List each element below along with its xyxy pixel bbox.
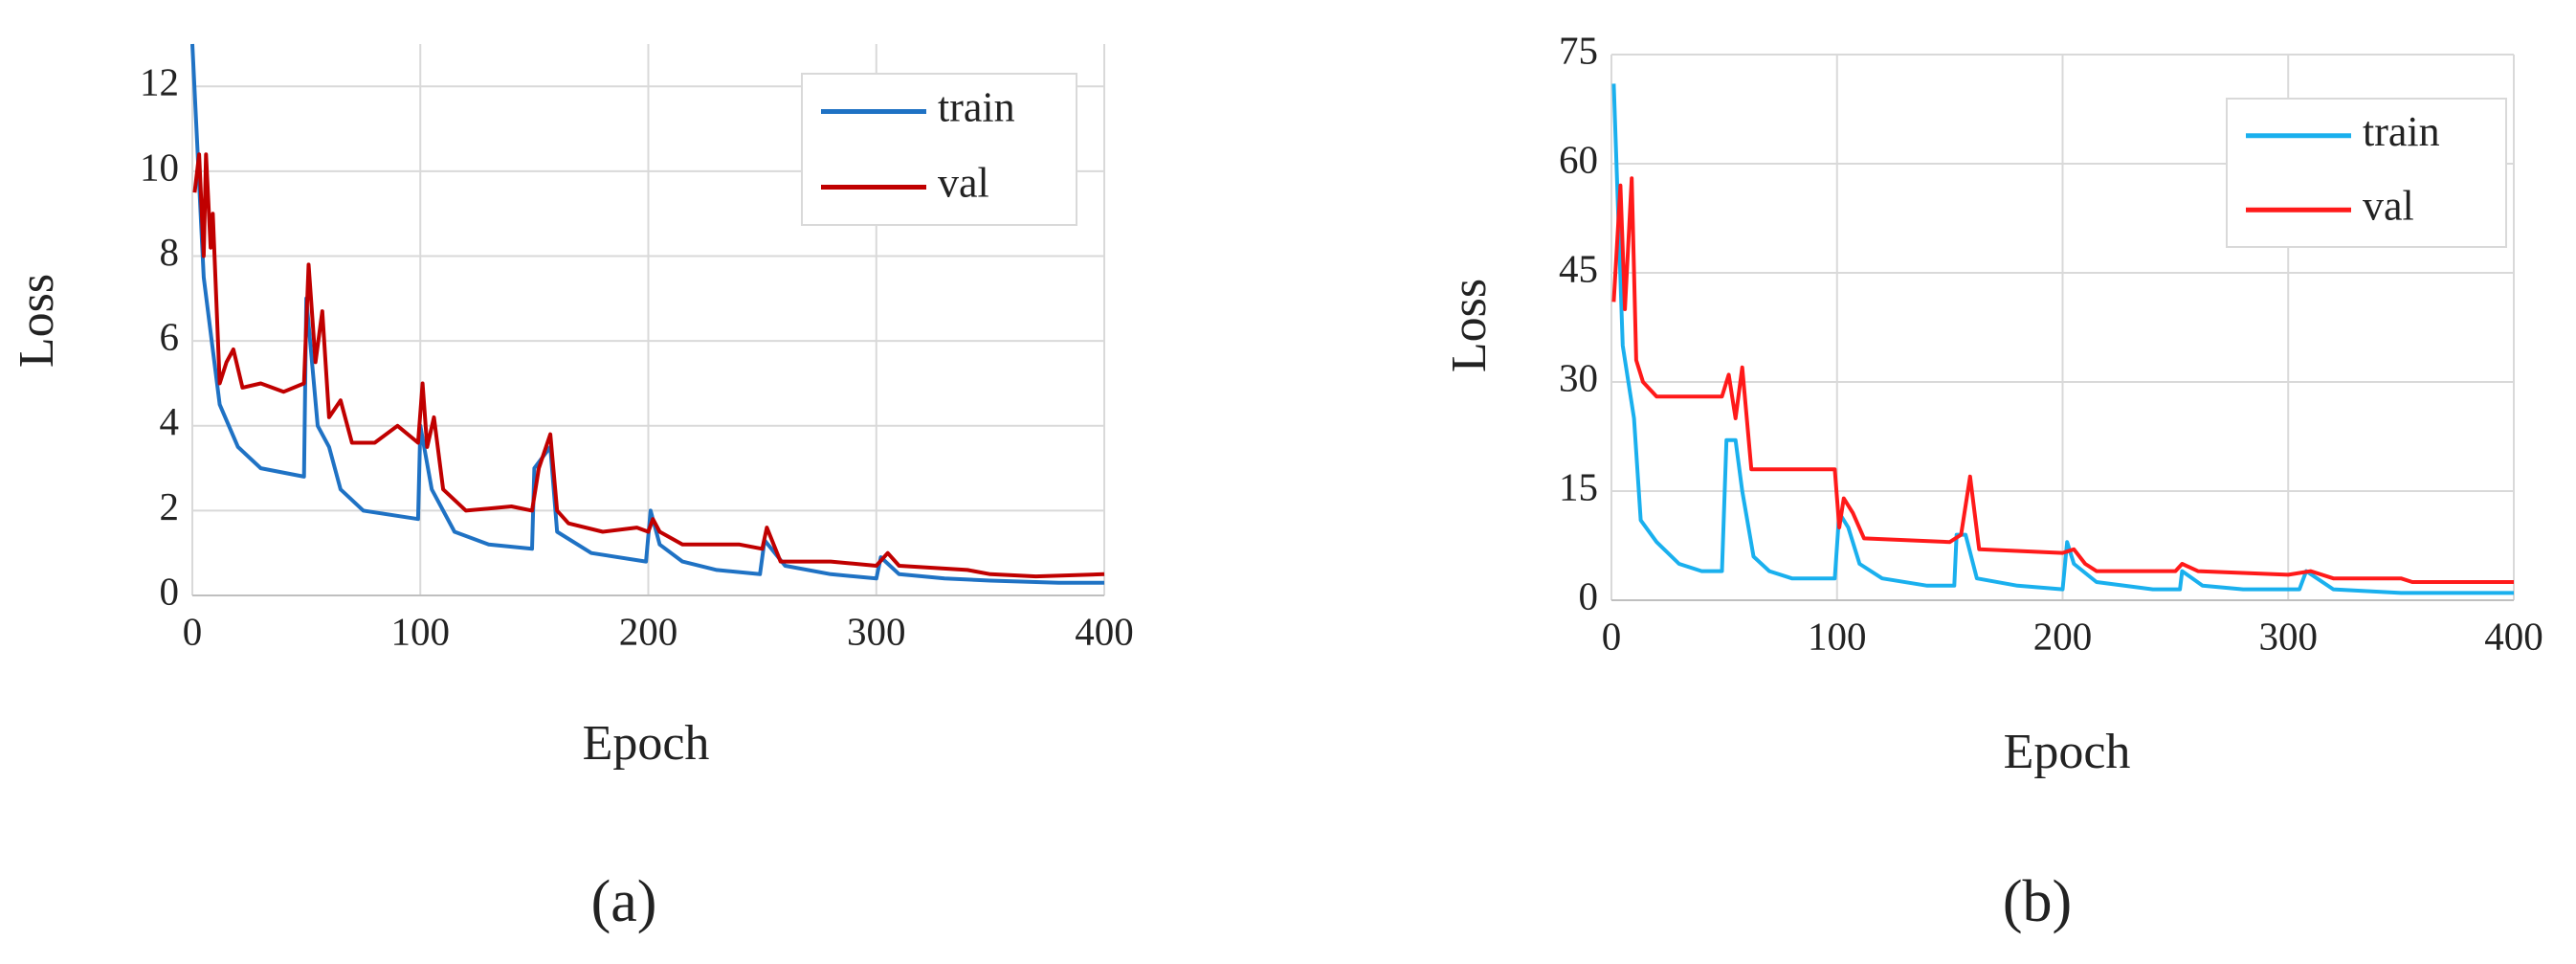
x-tick-label: 200 [619, 609, 678, 653]
y-tick-label: 45 [1559, 246, 1598, 290]
legend-label: val [2363, 182, 2414, 229]
panel-label: (b) [2003, 869, 2072, 934]
x-tick-label: 300 [2259, 614, 2319, 658]
legend-label: train [2363, 108, 2440, 155]
x-tick-label: 0 [183, 609, 203, 653]
legend-box [2226, 98, 2507, 248]
y-tick-label: 0 [1579, 573, 1599, 617]
y-tick-label: 6 [160, 315, 180, 359]
y-tick-label: 10 [140, 145, 179, 189]
line-series [1611, 83, 2514, 595]
x-tick-label: 0 [1602, 614, 1622, 658]
y-axis-label: Loss [10, 274, 64, 368]
x-axis-label: Epoch [583, 716, 710, 771]
panel-label: (a) [591, 869, 657, 934]
line-series [1611, 176, 2514, 584]
y-tick-label: 0 [160, 569, 180, 613]
legend-label: train [938, 84, 1015, 131]
x-tick-label: 400 [2484, 614, 2543, 658]
y-tick-label: 8 [160, 230, 180, 274]
legend-box [801, 73, 1077, 226]
x-tick-label: 300 [847, 609, 906, 653]
x-tick-label: 200 [2033, 614, 2093, 658]
x-tick-label: 100 [391, 609, 451, 653]
y-tick-label: 60 [1559, 137, 1598, 181]
y-tick-label: 12 [140, 60, 179, 104]
y-tick-label: 75 [1559, 28, 1598, 72]
x-axis-label: Epoch [2004, 725, 2131, 779]
y-tick-label: 30 [1559, 355, 1598, 399]
y-axis-label: Loss [1442, 279, 1497, 372]
legend-label: val [938, 160, 989, 207]
y-tick-label: 15 [1559, 464, 1598, 508]
x-tick-label: 100 [1808, 614, 1867, 658]
x-tick-label: 400 [1075, 609, 1134, 653]
line-series [192, 152, 1105, 579]
y-tick-label: 2 [160, 484, 180, 528]
y-tick-label: 4 [160, 399, 180, 443]
